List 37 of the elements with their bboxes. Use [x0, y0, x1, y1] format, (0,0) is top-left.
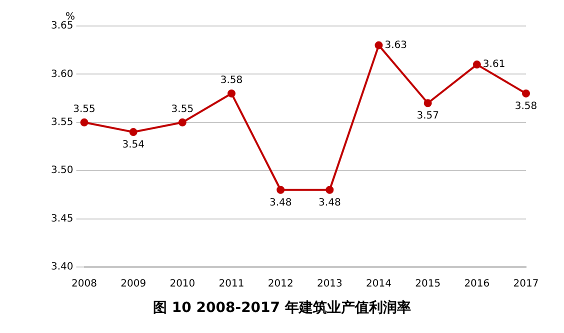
data-label: 3.48 — [269, 197, 292, 208]
point — [374, 41, 383, 50]
y-tick-label: 3.50 — [51, 165, 74, 176]
point — [228, 89, 236, 98]
x-tick-label: 2010 — [170, 278, 196, 290]
data-label: 3.58 — [514, 101, 538, 112]
x-tick-label: 2014 — [366, 278, 392, 290]
x-tick-label: 2017 — [513, 278, 539, 290]
x-tick-label: 2008 — [72, 278, 97, 290]
data-label: 3.55 — [73, 104, 96, 115]
x-tick-label: 2009 — [120, 278, 146, 290]
y-tick-label: 3.40 — [51, 262, 74, 273]
point — [178, 118, 186, 126]
x-tick-label: 2013 — [316, 278, 342, 290]
y-tick-label: 3.60 — [51, 68, 74, 80]
point — [129, 128, 138, 136]
data-label: 3.54 — [122, 140, 144, 151]
point — [522, 89, 530, 98]
data-label: 3.48 — [318, 197, 341, 208]
x-tick-label: 2011 — [218, 278, 244, 290]
point — [472, 60, 481, 69]
point — [276, 186, 285, 194]
data-label: 3.55 — [171, 104, 194, 115]
point — [80, 118, 88, 126]
y-tick-label: 3.65 — [51, 20, 74, 32]
data-label: 3.57 — [416, 110, 439, 122]
point — [326, 186, 334, 194]
text: 图 10 2008-2017 年建筑业产值利润率 — [152, 299, 412, 317]
x-tick-label: 2015 — [415, 278, 441, 290]
data-label: 3.58 — [220, 75, 243, 86]
data-label: 3.61 — [482, 59, 506, 70]
x-tick-label: 2016 — [464, 278, 490, 290]
point — [424, 99, 432, 108]
data-label: 3.63 — [384, 40, 408, 51]
x-tick-label: 2012 — [268, 278, 294, 290]
y-tick-label: 3.55 — [51, 116, 74, 128]
y-tick-label: 3.45 — [51, 213, 74, 224]
